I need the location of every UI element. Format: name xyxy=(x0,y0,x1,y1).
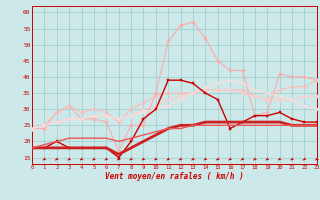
X-axis label: Vent moyen/en rafales ( km/h ): Vent moyen/en rafales ( km/h ) xyxy=(105,172,244,181)
